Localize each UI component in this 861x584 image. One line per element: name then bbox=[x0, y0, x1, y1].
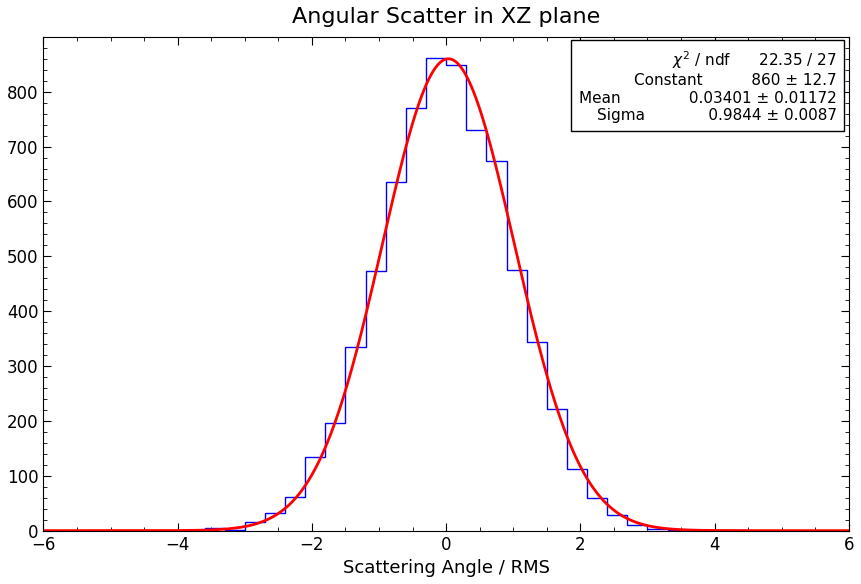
Title: Angular Scatter in XZ plane: Angular Scatter in XZ plane bbox=[292, 7, 600, 27]
X-axis label: Scattering Angle / RMS: Scattering Angle / RMS bbox=[343, 559, 549, 577]
Text: $\chi^2$ / ndf      22.35 / 27
Constant          860 ± 12.7
Mean              0.: $\chi^2$ / ndf 22.35 / 27 Constant 860 ±… bbox=[579, 49, 837, 123]
